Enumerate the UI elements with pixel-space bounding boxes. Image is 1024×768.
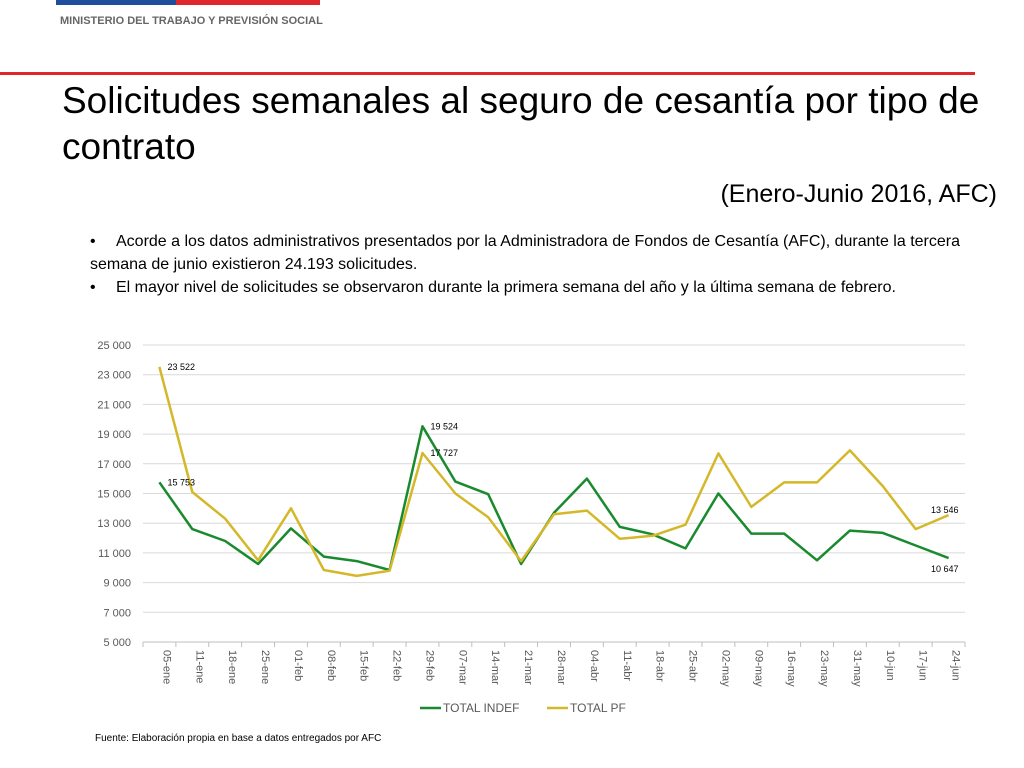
- flag-stripe: [56, 0, 320, 5]
- series-line-1: [158, 425, 950, 572]
- x-tick-label: 25-ene: [259, 650, 271, 684]
- y-tick-label: 19 000: [97, 429, 131, 441]
- bullet-text-2: El mayor nivel de solicitudes se observa…: [116, 279, 896, 296]
- y-tick-label: 5 000: [103, 637, 131, 649]
- data-label: 19 524: [430, 421, 458, 431]
- source-note: Fuente: Elaboración propia en base a dat…: [95, 733, 382, 744]
- x-tick-label: 14-mar: [489, 650, 501, 685]
- bullet-item-2: • El mayor nivel de solicitudes se observ…: [90, 276, 960, 299]
- y-tick-label: 17 000: [97, 459, 131, 471]
- y-tick-label: 25 000: [97, 340, 131, 352]
- x-tick-label: 10-jun: [884, 650, 896, 681]
- flag-red: [176, 0, 320, 5]
- x-tick-label: 17-jun: [917, 650, 929, 681]
- bullet-item-1: • Acorde a los datos administrativos pres…: [90, 230, 960, 276]
- x-tick-label: 18-abr: [654, 650, 666, 682]
- x-tick-label: 23-may: [818, 650, 830, 687]
- x-tick-label: 22-feb: [391, 650, 403, 681]
- x-tick-label: 01-feb: [292, 650, 304, 681]
- x-tick-label: 11-abr: [621, 650, 633, 681]
- y-tick-label: 23 000: [97, 370, 131, 382]
- x-tick-label: 07-mar: [456, 650, 468, 685]
- line-chart: 5 000 7 000 9 000 11 000 13 000 15 000 17 000 1…: [97, 340, 966, 715]
- x-tick-label: 24-jun: [950, 650, 962, 681]
- x-tick-label: 21-mar: [522, 650, 534, 685]
- bullet-icon: •: [90, 279, 96, 296]
- slide-subtitle: (Enero-Junio 2016, AFC): [720, 180, 997, 208]
- y-tick-label: 15 000: [97, 489, 131, 501]
- flag-blue: [56, 0, 176, 5]
- y-tick-label: 7 000: [103, 607, 131, 619]
- x-tick-label: 05-ene: [160, 650, 172, 684]
- data-label: 23 522: [167, 362, 195, 372]
- data-label: 15 753: [167, 477, 195, 487]
- x-tick-label: 25-abr: [687, 650, 699, 682]
- header-divider: [0, 72, 975, 75]
- x-tick-label: 11-ene: [193, 650, 205, 683]
- legend-label-1: TOTAL INDEF: [443, 701, 519, 715]
- x-tick-label: 31-may: [851, 650, 863, 687]
- bullet-list: • Acorde a los datos administrativos pres…: [90, 230, 960, 299]
- y-tick-label: 13 000: [97, 518, 131, 530]
- x-tick-label: 02-may: [719, 650, 731, 687]
- x-tick-label: 15-feb: [358, 650, 370, 681]
- data-label: 13 546: [931, 505, 959, 515]
- legend-label-2: TOTAL PF: [570, 701, 626, 715]
- bullet-text-1: Acorde a los datos administrativos prese…: [90, 233, 960, 273]
- slide-title: Solicitudes semanales al seguro de cesan…: [62, 80, 980, 167]
- x-tick-label: 28-mar: [555, 650, 567, 685]
- x-tick-label: 08-feb: [325, 650, 337, 681]
- data-label: 10 647: [931, 564, 959, 574]
- ministry-name: MINISTERIO DEL TRABAJO Y PREVISIÓN SOCIA…: [60, 15, 323, 27]
- x-tick-label: 04-abr: [588, 650, 600, 682]
- bullet-icon: •: [90, 233, 96, 250]
- data-label: 17 727: [430, 448, 458, 458]
- x-tick-label: 16-may: [785, 650, 797, 687]
- x-tick-label: 18-ene: [226, 650, 238, 684]
- y-tick-label: 9 000: [103, 578, 131, 590]
- series-line-2: [158, 366, 950, 578]
- x-tick-label: 29-feb: [423, 650, 435, 681]
- x-tick-label: 09-may: [752, 650, 764, 687]
- y-tick-label: 21 000: [97, 399, 131, 411]
- y-tick-label: 11 000: [98, 548, 131, 560]
